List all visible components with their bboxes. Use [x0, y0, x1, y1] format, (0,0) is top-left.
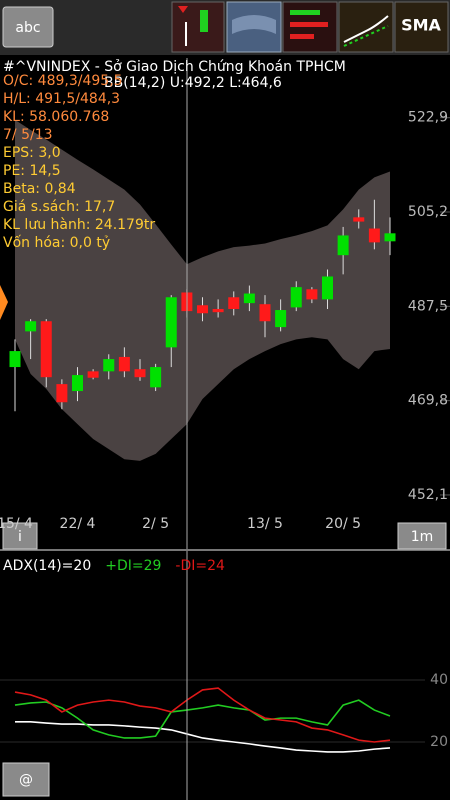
candle-body: [72, 375, 83, 392]
x-tick-label: 20/ 5: [325, 516, 361, 532]
x-tick-label: 22/ 4: [60, 516, 96, 532]
indicator-line: [14, 699, 391, 739]
indicator-line: [14, 687, 391, 743]
indicator-line: [15, 721, 391, 753]
info-line: Giá s.sách: 17,7: [3, 199, 115, 215]
abc-button[interactable]: [2, 6, 54, 48]
x-tick-label: 15/ 4: [0, 516, 33, 532]
y-tick-label: 505,2: [408, 204, 448, 220]
candle-body: [275, 310, 287, 328]
legend-entry: ADX(14)=20: [3, 558, 91, 574]
at-button[interactable]: [2, 762, 50, 797]
icon-mark: [290, 10, 320, 15]
icon-mark: [290, 22, 328, 27]
icon-mark: [343, 25, 389, 47]
y-tick-label: 487,5: [408, 298, 448, 314]
legend-entry: -DI=24: [175, 558, 225, 574]
candle-body: [134, 369, 146, 378]
candle-body: [368, 228, 380, 243]
line-icon[interactable]: [338, 1, 394, 53]
at-button-label: @: [19, 772, 33, 788]
x-tick-label: 13/ 5: [247, 516, 283, 532]
info-line: KL: 58.060.768: [3, 109, 109, 125]
candle-body: [322, 276, 333, 300]
icon-mark: [232, 15, 276, 34]
candle-body: [25, 321, 37, 332]
info-line: PE: 14,5: [3, 163, 61, 179]
candle-body: [384, 233, 396, 242]
info-button-label: i: [18, 529, 22, 545]
y-tick-label: 469,8: [408, 393, 448, 409]
info-line: EPS: 3,0: [3, 145, 61, 161]
candle-body: [243, 293, 255, 304]
candle-body: [337, 235, 349, 256]
candle-body: [87, 371, 99, 378]
candle-body: [9, 351, 21, 368]
sma-label: SMA: [401, 16, 441, 35]
candle-body: [259, 304, 271, 322]
bb-info: BB(14,2) U:492,2 L:464,6: [104, 75, 282, 91]
candle-body: [197, 305, 208, 314]
y-tick-label: 40: [430, 672, 448, 688]
period-button-label: 1m: [411, 529, 434, 545]
candle-body: [228, 297, 240, 309]
info-line: 7/ 5/13: [3, 127, 53, 143]
icon-mark: [200, 10, 208, 32]
candle-body: [150, 367, 162, 388]
info-lines: O/C: 489,3/495,5 H/L: 491,5/484,3 KL: 58.0…: [3, 73, 155, 251]
info-line: Vốn hóa: 0,0 tỷ: [3, 234, 110, 251]
candle-body: [103, 359, 115, 372]
candle-body: [40, 321, 52, 378]
candle-body: [290, 287, 302, 308]
dropdown-icon: [178, 6, 188, 13]
info-line: KL lưu hành: 24.179tr: [3, 217, 155, 233]
candle-body: [353, 217, 365, 222]
candle-body: [165, 297, 177, 348]
plot-layer: [0, 117, 450, 753]
candle-body: [56, 384, 68, 403]
y-tick-label: 452,1: [408, 487, 448, 503]
candle-body: [306, 289, 318, 300]
icon-mark: [343, 15, 389, 43]
legend-entry: +DI=29: [105, 558, 161, 574]
info-line: H/L: 491,5/484,3: [3, 91, 120, 107]
candle-icon[interactable]: [171, 1, 225, 53]
y-tick-label: 20: [430, 734, 448, 750]
info-line: O/C: 489,3/495,5: [3, 73, 123, 89]
edge-marker: [0, 285, 8, 320]
sma-button[interactable]: [394, 1, 449, 53]
y-tick-label: 522,9: [408, 110, 448, 126]
icon-mark: [290, 34, 314, 39]
info-button[interactable]: [2, 522, 38, 550]
abc-label: abc: [15, 20, 40, 36]
info-line: Beta: 0,84: [3, 181, 76, 197]
candle-body: [212, 308, 224, 313]
candle-body: [118, 356, 130, 372]
info-title: #^VNINDEX - Sở Giao Dịch Chứng Khoán TPH…: [3, 59, 346, 75]
x-tick-label: 2/ 5: [142, 516, 169, 532]
period-button[interactable]: [397, 522, 447, 550]
